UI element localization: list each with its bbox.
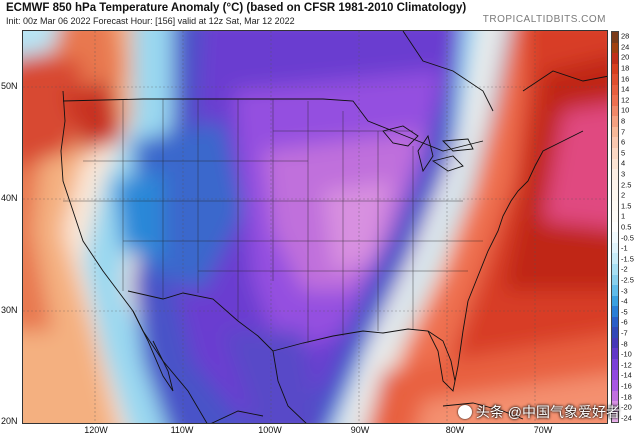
colorbar-swatch	[612, 232, 618, 243]
colorbar-swatch	[612, 32, 618, 43]
colorbar-label: 24	[621, 42, 630, 52]
colorbar-swatch	[612, 337, 618, 349]
map-title: ECMWF 850 hPa Temperature Anomaly (°C) (…	[6, 2, 467, 14]
colorbar-label: 2.5	[621, 180, 632, 190]
colorbar-swatch	[612, 53, 618, 64]
colorbar-label: 1	[621, 211, 626, 221]
colorbar-swatch	[612, 84, 618, 96]
colorbar-swatch	[612, 401, 618, 412]
colorbar-label: -7	[621, 328, 628, 338]
colorbar-swatch	[612, 242, 618, 254]
colorbar-swatch	[612, 253, 618, 265]
colorbar-label: 3	[621, 169, 626, 179]
colorbar-label: -10	[621, 349, 632, 359]
colorbar-label: -5	[621, 307, 628, 317]
colorbar-swatch	[612, 316, 618, 328]
colorbar-label: -0.5	[621, 233, 634, 243]
colorbar-labels: 28 24 20 18 16 14 12 10 8 7 6 5 4 3 2.5 2 1.5 1 0.5 -0.5 -1-…	[621, 31, 640, 423]
lon-label: 100W	[258, 425, 282, 435]
colorbar-label: 2	[621, 190, 626, 200]
lon-label: 80W	[445, 425, 465, 435]
colorbar-label: -2	[621, 264, 628, 274]
lat-label: 20N	[1, 416, 18, 426]
colorbar-swatch	[612, 190, 618, 201]
colorbar-swatch	[612, 169, 618, 180]
lon-label: 110W	[170, 425, 194, 435]
anomaly-map	[22, 30, 608, 424]
lat-label: 50N	[1, 81, 18, 91]
colorbar-label: -16	[621, 381, 632, 391]
colorbar-label: -1.5	[621, 254, 634, 264]
colorbar-swatch	[612, 211, 618, 222]
colorbar-swatch	[612, 285, 618, 296]
colorbar-label: 4	[621, 158, 626, 168]
colorbar-label: 20	[621, 52, 630, 62]
colorbar-label: 14	[621, 84, 630, 94]
colorbar-label: -4	[621, 296, 628, 306]
colorbar-label: 28	[621, 31, 630, 41]
colorbar-swatch	[612, 411, 618, 423]
colorbar-swatch	[612, 158, 618, 170]
app-logo-icon	[457, 405, 472, 419]
colorbar-label: -20	[621, 402, 632, 412]
state-boundaries	[63, 99, 483, 343]
colorbar-label: -2.5	[621, 275, 634, 285]
colorbar-swatch	[612, 63, 618, 75]
colorbar-label: -14	[621, 370, 632, 380]
political-boundaries	[60, 31, 607, 423]
colorbar-label: 8	[621, 116, 626, 126]
colorbar-label: -18	[621, 392, 632, 401]
colorbar-swatch	[612, 327, 618, 338]
colorbar-label: 5	[621, 148, 626, 158]
colorbar-swatch	[612, 390, 618, 402]
colorbar-swatch	[612, 105, 618, 117]
colorbar-label: 10	[621, 105, 630, 115]
brand-label[interactable]: TROPICALTIDBITS.COM	[482, 14, 606, 25]
colorbar-swatch	[612, 369, 618, 381]
colorbar-swatch	[612, 274, 618, 286]
colorbar-label: -24	[621, 413, 632, 423]
colorbar-label: 0.5	[621, 222, 632, 232]
colorbar-swatch	[612, 358, 618, 370]
watermark: 头条 @中国气象爱好者	[457, 402, 620, 422]
colorbar-label: 12	[621, 95, 630, 105]
colorbar-swatch	[612, 126, 618, 138]
map-subtitle: Init: 00z Mar 06 2022 Forecast Hour: [15…	[6, 16, 295, 26]
colorbar-swatch	[612, 221, 618, 233]
colorbar-swatch	[612, 42, 618, 54]
colorbar-swatch	[612, 264, 618, 275]
lon-label: 90W	[350, 425, 370, 435]
colorbar-label: 7	[621, 127, 626, 137]
colorbar-swatch	[612, 95, 618, 106]
lat-label: 40N	[1, 193, 18, 203]
colorbar-swatch	[612, 295, 618, 307]
colorbar	[611, 31, 619, 423]
anomaly-field	[23, 31, 607, 423]
colorbar-label: -3	[621, 286, 628, 296]
colorbar-label: -6	[621, 317, 628, 327]
colorbar-swatch	[612, 74, 618, 85]
colorbar-swatch	[612, 306, 618, 317]
colorbar-swatch	[612, 348, 618, 359]
colorbar-label: 1.5	[621, 201, 632, 211]
lon-label: 70W	[533, 425, 553, 435]
lat-label: 30N	[1, 305, 18, 315]
colorbar-label: -12	[621, 360, 632, 370]
colorbar-swatch	[612, 200, 618, 212]
colorbar-swatch	[612, 380, 618, 391]
colorbar-label: 16	[621, 74, 630, 84]
colorbar-label: 6	[621, 137, 626, 147]
lon-label: 120W	[84, 425, 108, 435]
colorbar-label: 18	[621, 63, 630, 73]
colorbar-swatch	[612, 116, 618, 127]
colorbar-swatch	[612, 137, 618, 149]
lat-lon-grid	[23, 31, 607, 423]
watermark-text: 头条 @中国气象爱好者	[475, 404, 620, 420]
colorbar-swatch	[612, 179, 618, 191]
colorbar-label: -1	[621, 243, 628, 253]
colorbar-label: -8	[621, 339, 628, 349]
colorbar-swatch	[612, 148, 618, 159]
